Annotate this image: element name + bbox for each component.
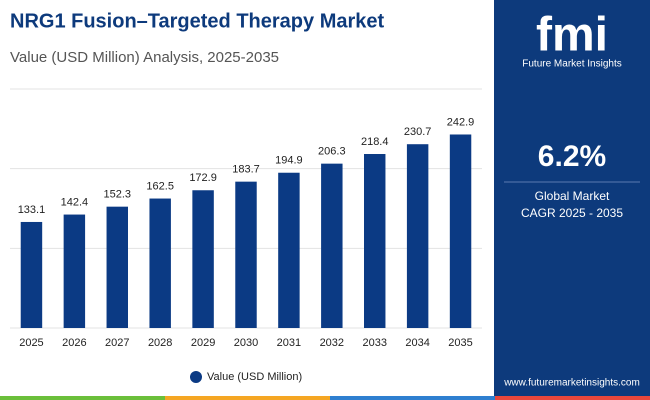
bar bbox=[406, 144, 429, 328]
cagr-label: Global Market bbox=[535, 189, 610, 203]
data-label: 172.9 bbox=[189, 172, 217, 184]
data-label: 230.7 bbox=[404, 126, 432, 138]
data-label: 183.7 bbox=[232, 164, 260, 176]
data-label: 133.1 bbox=[18, 204, 46, 216]
data-label: 142.4 bbox=[61, 196, 89, 208]
bar bbox=[278, 172, 300, 328]
x-tick-label: 2032 bbox=[320, 337, 344, 349]
bar bbox=[364, 154, 386, 328]
brand: Future Market Insights bbox=[522, 59, 621, 70]
bar bbox=[321, 163, 343, 328]
x-tick-label: 2035 bbox=[448, 337, 472, 349]
data-label: 218.4 bbox=[361, 136, 389, 148]
chart-subtitle: Value (USD Million) Analysis, 2025-2035 bbox=[10, 49, 279, 66]
sidebar bbox=[494, 0, 650, 400]
x-tick-label: 2027 bbox=[105, 337, 129, 349]
cagr-value: 6.2% bbox=[538, 140, 606, 173]
website: www.futuremarketinsights.com bbox=[503, 378, 640, 389]
color-strip bbox=[0, 396, 650, 400]
x-tick-label: 2033 bbox=[362, 337, 386, 349]
x-tick-label: 2025 bbox=[19, 337, 43, 349]
x-tick-label: 2031 bbox=[277, 337, 301, 349]
x-tick-label: 2029 bbox=[191, 337, 215, 349]
cagr-label: CAGR 2025 - 2035 bbox=[521, 206, 623, 220]
legend-label: Value (USD Million) bbox=[207, 371, 302, 383]
x-tick-label: 2026 bbox=[62, 337, 86, 349]
x-tick-label: 2028 bbox=[148, 337, 172, 349]
bar bbox=[149, 198, 171, 328]
bar bbox=[20, 221, 43, 328]
legend-marker bbox=[190, 371, 202, 383]
x-tick-label: 2034 bbox=[405, 337, 429, 349]
logo: fmi bbox=[536, 9, 608, 62]
data-label: 162.5 bbox=[146, 180, 174, 192]
data-label: 242.9 bbox=[447, 116, 475, 128]
bar bbox=[106, 206, 128, 328]
data-label: 206.3 bbox=[318, 146, 346, 158]
x-tick-label: 2030 bbox=[234, 337, 258, 349]
bar bbox=[449, 134, 472, 328]
data-label: 194.9 bbox=[275, 155, 303, 167]
bar bbox=[192, 190, 214, 328]
data-label: 152.3 bbox=[104, 189, 132, 201]
bar bbox=[63, 214, 86, 328]
chart-title: NRG1 Fusion–Targeted Therapy Market bbox=[10, 10, 385, 32]
bar bbox=[235, 181, 257, 328]
